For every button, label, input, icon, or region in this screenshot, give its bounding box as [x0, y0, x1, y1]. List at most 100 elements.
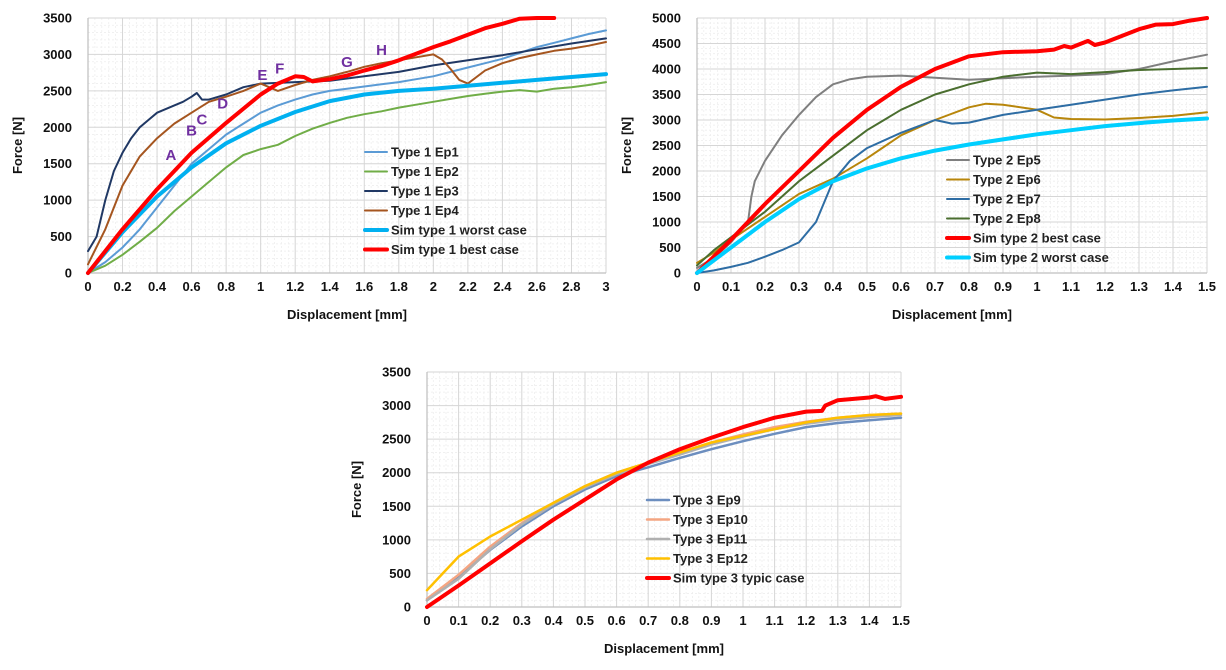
y-tick-label: 5000: [652, 11, 681, 26]
legend-entry: Sim type 3 typic case: [673, 571, 805, 586]
legend-entry: Type 1 Ep1: [391, 145, 459, 160]
legend-entry: Type 3 Ep11: [673, 532, 747, 547]
y-tick-label: 3000: [382, 398, 411, 413]
y-tick-label: 500: [659, 240, 681, 255]
annotation-label: E: [257, 67, 267, 84]
x-tick-label: 0.1: [450, 613, 468, 628]
x-tick-label: 0.5: [576, 613, 594, 628]
y-tick-label: 1000: [652, 215, 681, 230]
y-tick-label: 3000: [43, 47, 72, 62]
grid-lines: [426, 371, 902, 608]
x-tick-label: 1.1: [766, 613, 784, 628]
series-line-type-3-ep9: [425, 416, 903, 602]
x-tick-label: 1.5: [892, 613, 910, 628]
y-axis-title: Force [N]: [349, 461, 364, 518]
x-axis-title: Displacement [mm]: [604, 641, 724, 656]
legend-entry: Sim type 2 best case: [973, 231, 1101, 246]
annotation-label: D: [217, 95, 228, 112]
y-tick-label: 2000: [382, 465, 411, 480]
x-tick-label: 3: [602, 279, 609, 294]
y-tick-label: 2500: [652, 138, 681, 153]
x-tick-label: 1.4: [860, 613, 879, 628]
annotation-label: F: [275, 60, 284, 77]
series-line-type-3-ep11: [425, 413, 903, 602]
x-tick-label: 0.6: [892, 279, 910, 294]
series-line-sim-type-2-worst-case: [695, 116, 1209, 275]
legend: Type 1 Ep1 Type 1 Ep2 Type 1 Ep3 Type 1 Ep4…: [363, 145, 527, 257]
x-tick-label: 1.6: [355, 279, 373, 294]
series-line-sim-type-1-best-case: [86, 16, 557, 275]
y-tick-label: 1000: [382, 532, 411, 547]
x-tick-label: 0.1: [722, 279, 740, 294]
x-tick-label: 1.2: [797, 613, 815, 628]
y-tick-label: 500: [50, 229, 72, 244]
series-line-sim-type-1-worst-case: [86, 72, 608, 275]
chart-type3: 0 0.1 0.2 0.3 0.4 0.5 0.6 0.7 0.8 0.9 1 1.1 1.2 1.3 1.…: [349, 365, 910, 657]
legend: Type 2 Ep5 Type 2 Ep6 Type 2 Ep7 Type 2 Ep8…: [945, 153, 1109, 265]
y-axis-title: Force [N]: [10, 117, 25, 174]
x-tick-label: 0.6: [608, 613, 626, 628]
x-tick-label: 2.8: [562, 279, 580, 294]
x-tick-label: 0.2: [481, 613, 499, 628]
series-line-type-2-ep5: [696, 53, 1208, 269]
series-line-sim-type-3-typic-case: [425, 394, 903, 609]
legend-entry: Type 1 Ep3: [391, 184, 459, 199]
x-tick-label: 1.2: [1096, 279, 1114, 294]
legend-entry: Type 2 Ep5: [973, 153, 1041, 168]
legend-entry: Type 2 Ep7: [973, 192, 1041, 207]
x-tick-label: 0.8: [217, 279, 235, 294]
x-tick-label: 1: [257, 279, 264, 294]
legend-entry: Type 2 Ep8: [973, 211, 1041, 226]
x-tick-label: 2.4: [493, 279, 512, 294]
x-tick-label: 1.4: [1164, 279, 1183, 294]
series-line-type-1-ep2: [87, 81, 607, 274]
x-tick-label: 0: [693, 279, 700, 294]
y-tick-label: 4000: [652, 62, 681, 77]
x-tick-label: 0.8: [671, 613, 689, 628]
y-tick-label: 0: [404, 600, 411, 615]
x-tick-label: 0.6: [183, 279, 201, 294]
x-tick-label: 1.4: [321, 279, 340, 294]
y-axis-title: Force [N]: [619, 117, 634, 174]
annotation-label: G: [341, 54, 353, 71]
series-group: [425, 394, 903, 609]
series-line-type-2-ep6: [696, 102, 1208, 264]
x-tick-label: 1.2: [286, 279, 304, 294]
x-tick-label: 0: [84, 279, 91, 294]
x-tick-label: 0.2: [113, 279, 131, 294]
x-tick-label: 1: [739, 613, 746, 628]
series-group: [86, 16, 608, 275]
x-tick-label: 1: [1033, 279, 1040, 294]
y-tick-label: 0: [65, 266, 72, 281]
y-tick-label: 2500: [43, 83, 72, 98]
x-tick-label: 1.8: [390, 279, 408, 294]
x-axis-title: Displacement [mm]: [287, 307, 407, 322]
series-line-sim-type-2-best-case: [695, 16, 1209, 275]
legend-entry: Type 3 Ep9: [673, 493, 741, 508]
x-tick-label: 0.3: [790, 279, 808, 294]
x-tick-label: 1.3: [829, 613, 847, 628]
series-group: [695, 16, 1209, 275]
x-tick-label: 0.2: [756, 279, 774, 294]
x-tick-label: 1.1: [1062, 279, 1080, 294]
x-tick-label: 1.3: [1130, 279, 1148, 294]
series-line-type-1-ep4: [87, 41, 607, 266]
y-tick-label: 2000: [43, 120, 72, 135]
y-tick-label: 2000: [652, 164, 681, 179]
legend-entry: Type 1 Ep2: [391, 164, 459, 179]
x-tick-label: 2.6: [528, 279, 546, 294]
y-tick-label: 2500: [382, 432, 411, 447]
x-tick-label: 0.7: [926, 279, 944, 294]
y-tick-label: 1500: [43, 156, 72, 171]
y-tick-label: 3500: [382, 365, 411, 380]
legend-entry: Sim type 1 best case: [391, 242, 519, 257]
x-tick-label: 0.8: [960, 279, 978, 294]
y-tick-label: 3000: [652, 113, 681, 128]
x-tick-label: 0.4: [544, 613, 563, 628]
series-line-type-2-ep8: [696, 67, 1208, 267]
y-tick-label: 4500: [652, 36, 681, 51]
legend-entry: Sim type 1 worst case: [391, 223, 527, 238]
y-tick-label: 1000: [43, 193, 72, 208]
y-tick-label: 0: [674, 266, 681, 281]
